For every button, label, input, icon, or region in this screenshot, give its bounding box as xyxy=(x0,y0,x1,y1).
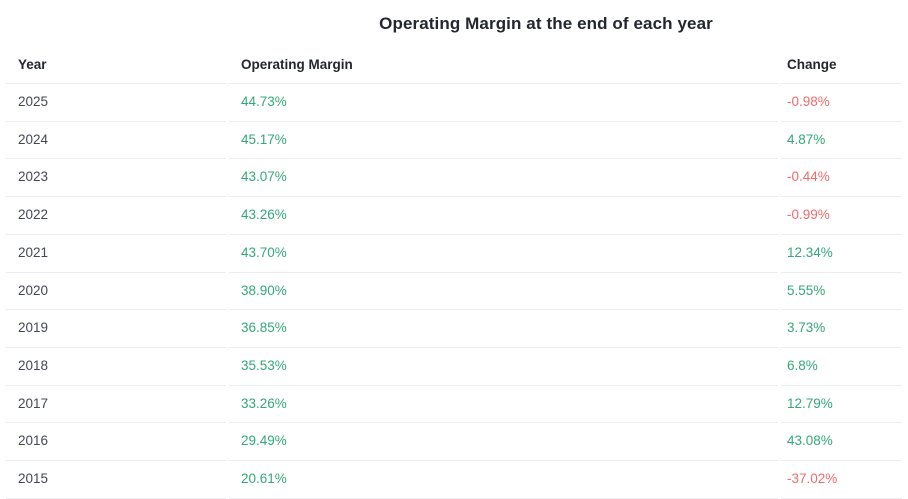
change-cell: 6.8% xyxy=(781,348,902,386)
table-row: 2025 44.73% -0.98% xyxy=(6,84,902,122)
year-cell: 2016 xyxy=(6,423,226,462)
change-cell: 5.55% xyxy=(781,273,902,311)
table-row: 2024 45.17% 4.87% xyxy=(6,122,902,160)
change-cell: -0.99% xyxy=(781,197,902,235)
operating-margin-cell: 44.73% xyxy=(229,84,778,122)
operating-margin-cell: 43.26% xyxy=(229,197,778,235)
year-cell: 2019 xyxy=(6,310,226,348)
change-cell: 12.79% xyxy=(781,386,902,424)
column-header-operating-margin: Operating Margin xyxy=(229,46,778,84)
table-row: 2016 29.49% 43.08% xyxy=(6,423,902,462)
year-cell: 2017 xyxy=(6,386,226,424)
page-title: Operating Margin at the end of each year xyxy=(379,14,713,33)
change-cell: 43.08% xyxy=(781,423,902,462)
table-header-row: Year Operating Margin Change xyxy=(6,46,902,84)
table-row: 2021 43.70% 12.34% xyxy=(6,235,902,273)
operating-margin-cell: 45.17% xyxy=(229,122,778,160)
year-cell: 2022 xyxy=(6,197,226,235)
year-cell: 2021 xyxy=(6,235,226,273)
year-cell: 2024 xyxy=(6,122,226,160)
operating-margin-cell: 38.90% xyxy=(229,273,778,311)
operating-margin-cell: 43.70% xyxy=(229,235,778,273)
year-cell: 2023 xyxy=(6,159,226,198)
year-cell: 2018 xyxy=(6,348,226,386)
table-row: 2023 43.07% -0.44% xyxy=(6,159,902,198)
change-cell: -0.98% xyxy=(781,84,902,122)
table-row: 2018 35.53% 6.8% xyxy=(6,348,902,386)
table-row: 2019 36.85% 3.73% xyxy=(6,310,902,348)
year-cell: 2020 xyxy=(6,273,226,311)
operating-margin-cell: 43.07% xyxy=(229,159,778,198)
year-cell: 2015 xyxy=(6,461,226,499)
operating-margin-table: Year Operating Margin Change 2025 44.73% -… xyxy=(3,46,905,499)
table-row: 2022 43.26% -0.99% xyxy=(6,197,902,235)
table-row: 2020 38.90% 5.55% xyxy=(6,273,902,311)
operating-margin-cell: 20.61% xyxy=(229,461,778,499)
operating-margin-cell: 33.26% xyxy=(229,386,778,424)
operating-margin-cell: 36.85% xyxy=(229,310,778,348)
change-cell: 4.87% xyxy=(781,122,902,160)
change-cell: 3.73% xyxy=(781,310,902,348)
table-row: 2017 33.26% 12.79% xyxy=(6,386,902,424)
column-header-year: Year xyxy=(6,46,226,84)
change-cell: -0.44% xyxy=(781,159,902,198)
operating-margin-cell: 29.49% xyxy=(229,423,778,462)
operating-margin-cell: 35.53% xyxy=(229,348,778,386)
table-body: 2025 44.73% -0.98% 2024 45.17% 4.87% 2023 43.07… xyxy=(6,84,902,499)
change-cell: 12.34% xyxy=(781,235,902,273)
change-cell: -37.02% xyxy=(781,461,902,499)
table-row: 2015 20.61% -37.02% xyxy=(6,461,902,499)
year-cell: 2025 xyxy=(6,84,226,122)
column-header-change: Change xyxy=(781,46,902,84)
